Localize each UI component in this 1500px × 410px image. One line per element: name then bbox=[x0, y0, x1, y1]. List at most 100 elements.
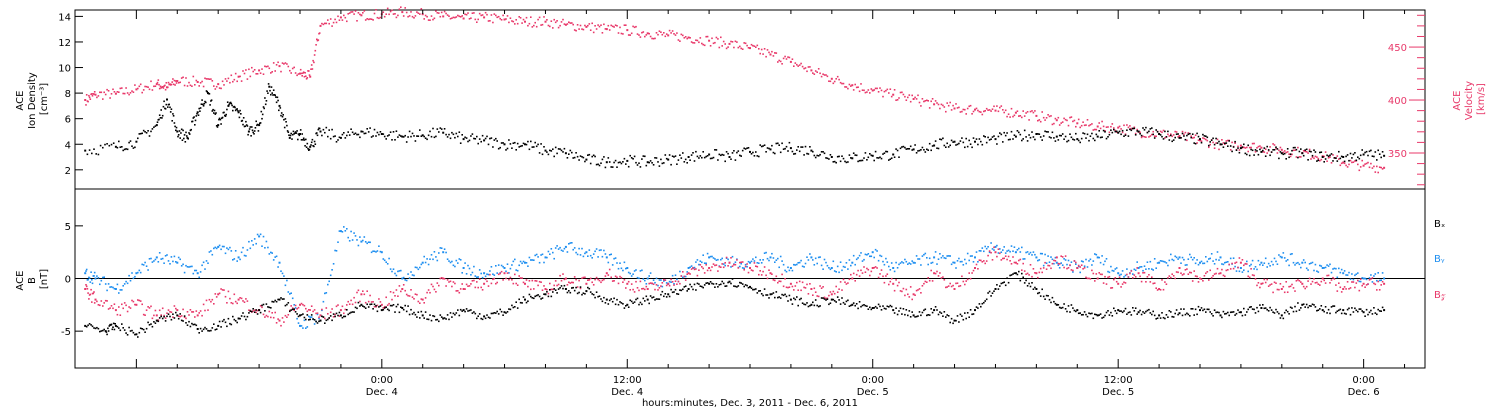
series-density-dot bbox=[490, 137, 493, 139]
series-density-dot bbox=[119, 146, 122, 148]
series-bx-dot bbox=[1246, 311, 1248, 313]
series-bx-dot bbox=[386, 308, 389, 311]
series-by-dot bbox=[359, 236, 361, 238]
series-by-dot bbox=[1229, 257, 1232, 260]
series-density-dot bbox=[1237, 147, 1239, 149]
series-density-dot bbox=[1070, 136, 1073, 139]
series-bz-dot bbox=[931, 280, 934, 282]
series-density-dot bbox=[800, 146, 802, 148]
series-velocity-dot bbox=[102, 98, 104, 100]
series-by-dot bbox=[926, 257, 928, 259]
series-density-dot bbox=[1297, 156, 1299, 159]
series-bx-dot bbox=[568, 290, 570, 292]
series-density-dot bbox=[556, 152, 558, 155]
series-velocity-dot bbox=[741, 48, 744, 50]
series-by-dot bbox=[1032, 251, 1035, 253]
series-bz-dot bbox=[470, 283, 472, 285]
series-bx-dot bbox=[682, 288, 684, 291]
series-velocity-dot bbox=[161, 86, 164, 88]
series-bx-dot bbox=[896, 313, 899, 316]
series-bx-dot bbox=[791, 303, 794, 305]
series-velocity-dot bbox=[886, 88, 889, 91]
series-by-dot bbox=[880, 255, 883, 258]
series-velocity-dot bbox=[750, 43, 753, 46]
series-bx-dot bbox=[321, 315, 323, 318]
series-bz-dot bbox=[557, 283, 560, 286]
series-bz-point-56 bbox=[1219, 272, 1222, 275]
series-velocity-dot bbox=[874, 87, 877, 90]
series-by-dot bbox=[419, 266, 421, 269]
series-density-dot bbox=[332, 135, 335, 138]
series-bx-dot bbox=[410, 308, 412, 311]
series-bz-dot bbox=[497, 273, 500, 276]
series-bz-dot bbox=[313, 309, 316, 311]
series-by-dot bbox=[566, 251, 569, 253]
series-velocity-dot bbox=[1367, 161, 1369, 164]
series-velocity-dot bbox=[768, 51, 770, 54]
series-bx-dot bbox=[556, 292, 558, 294]
series-bz-dot bbox=[607, 274, 610, 276]
series-velocity-dot bbox=[907, 96, 909, 99]
series-velocity-dot bbox=[985, 107, 988, 110]
series-velocity-dot bbox=[901, 91, 903, 94]
series-bx-dot bbox=[221, 320, 224, 323]
series-by-dot bbox=[987, 246, 989, 248]
series-density-dot bbox=[592, 154, 595, 157]
series-by-dot bbox=[814, 257, 817, 260]
series-by-dot bbox=[1098, 256, 1100, 259]
series-density-dot bbox=[642, 155, 645, 157]
series-density-point-18 bbox=[309, 145, 312, 148]
series-density-dot bbox=[845, 161, 848, 164]
series-bz-dot bbox=[971, 272, 973, 274]
series-velocity-dot bbox=[676, 32, 678, 34]
series-bx-dot bbox=[765, 294, 767, 296]
series-by-dot bbox=[673, 283, 675, 285]
series-density-dot bbox=[1330, 153, 1333, 155]
series-by-dot bbox=[589, 254, 592, 257]
series-density-dot bbox=[1088, 139, 1090, 142]
series-bz-point-2 bbox=[114, 309, 117, 312]
series-density-dot bbox=[870, 154, 873, 157]
series-velocity-dot bbox=[791, 58, 794, 60]
series-bx-dot bbox=[1370, 309, 1372, 312]
series-velocity-dot bbox=[1048, 115, 1051, 118]
series-velocity-dot bbox=[616, 25, 618, 27]
series-bx-dot bbox=[625, 305, 627, 307]
series-density-dot bbox=[1377, 149, 1379, 152]
series-bz-dot bbox=[746, 263, 748, 265]
series-by-dot bbox=[693, 266, 696, 269]
series-density-point-59 bbox=[1137, 130, 1140, 133]
series-bz-dot bbox=[329, 311, 332, 314]
series-velocity-point-43 bbox=[912, 98, 915, 100]
series-velocity-dot bbox=[1187, 132, 1190, 134]
series-by-dot bbox=[1072, 271, 1074, 273]
series-by-dot bbox=[322, 300, 325, 303]
series-by-dot bbox=[207, 262, 209, 264]
series-density-dot bbox=[206, 91, 208, 93]
series-bx-dot bbox=[854, 304, 856, 307]
series-density-dot bbox=[327, 135, 329, 138]
series-bx-dot bbox=[1023, 282, 1026, 284]
series-velocity-dot bbox=[174, 84, 176, 86]
series-velocity-dot bbox=[1042, 116, 1045, 119]
series-by-dot bbox=[1298, 263, 1301, 266]
series-bx-dot bbox=[578, 291, 580, 294]
series-density-dot bbox=[793, 153, 795, 155]
series-bx-dot bbox=[497, 313, 500, 315]
series-bx-dot bbox=[414, 313, 417, 316]
series-bx-dot bbox=[325, 319, 328, 322]
series-bz-dot bbox=[99, 304, 101, 307]
series-density-dot bbox=[1264, 155, 1267, 157]
series-bz-dot bbox=[175, 307, 177, 310]
series-by-dot bbox=[1016, 249, 1019, 251]
series-velocity-point-47 bbox=[994, 109, 997, 112]
series-bz-dot bbox=[1266, 278, 1268, 281]
series-bx-dot bbox=[836, 296, 839, 298]
series-bz-dot bbox=[411, 296, 414, 298]
series-density-dot bbox=[867, 156, 870, 159]
series-bz-dot bbox=[186, 311, 189, 313]
series-bz-dot bbox=[204, 309, 206, 312]
series-bz-dot bbox=[1037, 276, 1039, 279]
series-velocity-dot bbox=[1013, 114, 1016, 117]
series-velocity-dot bbox=[607, 24, 610, 27]
